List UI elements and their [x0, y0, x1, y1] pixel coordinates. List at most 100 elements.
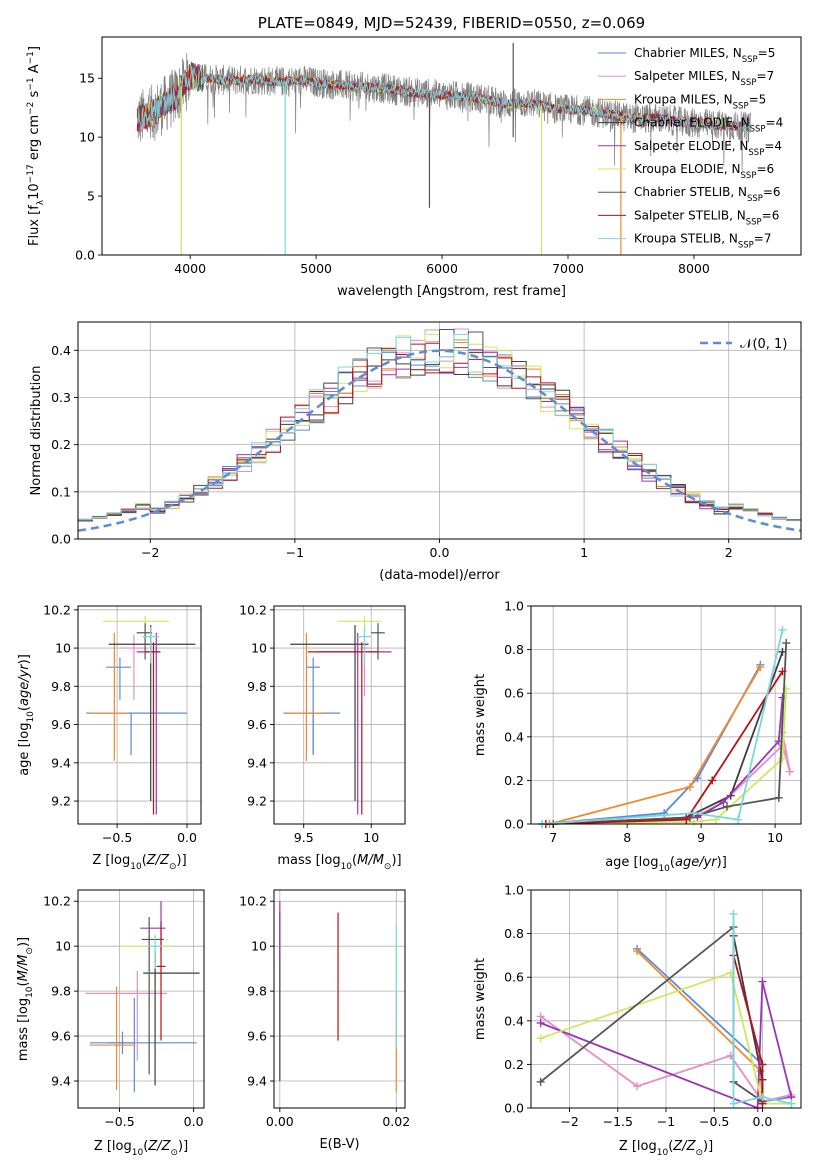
weight-vs-Z-panel: −2 −1.5 −1 −0.5 0.0 0.0 0.2 0.4 0.6 0.8 1.0 Z [log1… — [473, 883, 802, 1158]
y-tick-label: 9.4 — [247, 755, 267, 770]
y-tick-label: 9.2 — [247, 794, 267, 809]
weight-series — [545, 643, 788, 825]
x-tick-label: 5000 — [300, 261, 332, 276]
y-tick-label: 0.6 — [504, 686, 524, 701]
error-bars — [86, 615, 196, 815]
x-tick-label: −1.5 — [603, 1114, 633, 1129]
y-tick-label: 0.4 — [504, 729, 524, 744]
weight-vs-age-panel: 7 8 9 10 0.0 0.2 0.4 0.6 0.8 1.0 age [log10(age/yr… — [473, 599, 802, 874]
axes-frame — [101, 36, 802, 256]
x-tick-label: −1 — [657, 1114, 675, 1129]
weight-marker — [729, 1099, 738, 1108]
y-tick-label: 0.2 — [504, 1057, 524, 1072]
y-axis-label: mass weight — [473, 674, 488, 756]
data-point — [119, 634, 148, 700]
chart-title: PLATE=0849, MJD=52439, FIBERID=0550, z=0… — [258, 14, 645, 32]
y-tick-label: 9.6 — [247, 1029, 267, 1044]
weight-series — [545, 670, 784, 825]
weight-series — [540, 981, 793, 1110]
x-tick-label: 4000 — [174, 261, 206, 276]
data-point — [142, 627, 160, 664]
data-point — [103, 615, 169, 637]
x-tick-label: 7000 — [552, 261, 584, 276]
y-tick-label: 5 — [87, 189, 95, 204]
y-axis-label: age [log10(age/yr)] — [17, 654, 36, 776]
y-tick-label: 0.2 — [51, 437, 71, 452]
error-bars — [85, 901, 200, 1093]
x-tick-label: −0.5 — [699, 1114, 729, 1129]
legend: 𝒩(0, 1) — [700, 337, 787, 352]
data-point — [371, 623, 385, 660]
histogram-step — [78, 329, 801, 523]
x-tick-label: −2 — [560, 1114, 578, 1129]
weight-lines — [536, 909, 796, 1112]
data-point — [89, 632, 129, 761]
data-point — [141, 916, 164, 1075]
weight-marker — [708, 776, 717, 785]
y-tick-label: 10 — [55, 939, 71, 954]
weight-series — [540, 925, 763, 1103]
weight-marker — [756, 663, 765, 672]
y-tick-label: 10.2 — [239, 602, 267, 617]
weight-series — [542, 629, 784, 825]
y-tick-label: 0.3 — [51, 390, 71, 405]
weight-marker — [785, 767, 794, 776]
legend-entry: Chabrier ELODIE, NSSP=4 — [634, 116, 783, 135]
weight-series — [732, 914, 792, 1105]
y-tick-label: 9.8 — [247, 984, 267, 999]
legend-entry: Salpeter STELIB, NSSP=6 — [634, 208, 779, 227]
weight-marker — [689, 809, 698, 818]
weight-marker — [689, 817, 698, 826]
histogram-step — [78, 333, 801, 524]
histograms — [78, 328, 801, 532]
legend-entry: 𝒩(0, 1) — [740, 337, 787, 352]
spectrum-panel: 4000 5000 6000 7000 8000 0.0 5 10 15 PLATE=0849, … — [26, 14, 802, 299]
y-tick-label: 10.2 — [43, 894, 71, 909]
legend-entry: Chabrier STELIB, NSSP=6 — [634, 185, 781, 204]
data-point — [89, 986, 135, 1091]
x-axis-label: Z [log10(Z/Z⊙)] — [92, 853, 186, 872]
legend-entry: Salpeter ELODIE, NSSP=4 — [634, 139, 782, 158]
weight-marker — [723, 802, 732, 811]
spectrum-lines — [136, 42, 751, 255]
x-axis-label: E(B-V) — [319, 1137, 359, 1152]
y-tick-label: 9.4 — [51, 1074, 71, 1089]
x-tick-label: 7 — [549, 830, 557, 845]
legend-entry: Kroupa MILES, NSSP=5 — [634, 92, 766, 111]
axes-frame — [530, 605, 802, 825]
weight-marker — [729, 909, 738, 918]
data-point — [119, 923, 172, 1003]
y-tick-label: 9.8 — [51, 984, 71, 999]
weight-marker — [682, 815, 691, 824]
y-tick-label: 1.0 — [504, 883, 524, 898]
data-point — [283, 712, 341, 756]
x-axis-label: (data-model)/error — [379, 568, 500, 583]
y-tick-label: 0.0 — [75, 248, 95, 263]
x-tick-label: 0.0 — [752, 1114, 772, 1129]
legend-entry: Kroupa ELODIE, NSSP=6 — [634, 162, 774, 181]
weight-marker — [686, 782, 695, 791]
x-tick-label: 2 — [725, 545, 733, 560]
y-tick-label: 9.6 — [51, 1029, 71, 1044]
weight-marker — [774, 793, 783, 802]
x-tick-label: 6000 — [426, 261, 458, 276]
legend: Chabrier MILES, NSSP=5 Salpeter MILES, NS… — [598, 46, 783, 251]
x-tick-label: 10 — [767, 830, 783, 845]
y-tick-label: 10.2 — [239, 894, 267, 909]
mass-vs-ebv-panel: 0.00 0.02 9.4 9.6 9.8 10 10.2 E(B-V) — [239, 889, 410, 1152]
error-bars — [283, 615, 392, 815]
x-tick-label: −0.5 — [102, 830, 132, 845]
weight-series — [545, 688, 788, 825]
y-tick-label: 10.2 — [43, 602, 71, 617]
weight-series — [553, 697, 784, 825]
normal-curve — [78, 349, 801, 532]
x-axis-label: Z [log10(Z/Z⊙)] — [94, 1139, 188, 1158]
error-bars — [279, 901, 397, 1093]
model-spectrum — [136, 66, 751, 132]
age-vs-mass-panel: 9.5 10 9.2 9.4 9.6 9.8 10 10.2 mass [log10(M/M⊙)… — [239, 602, 406, 872]
data-point — [337, 615, 381, 637]
y-tick-label: 10 — [251, 939, 267, 954]
y-tick-label: 9.4 — [247, 1074, 267, 1089]
weight-marker — [536, 1034, 545, 1043]
